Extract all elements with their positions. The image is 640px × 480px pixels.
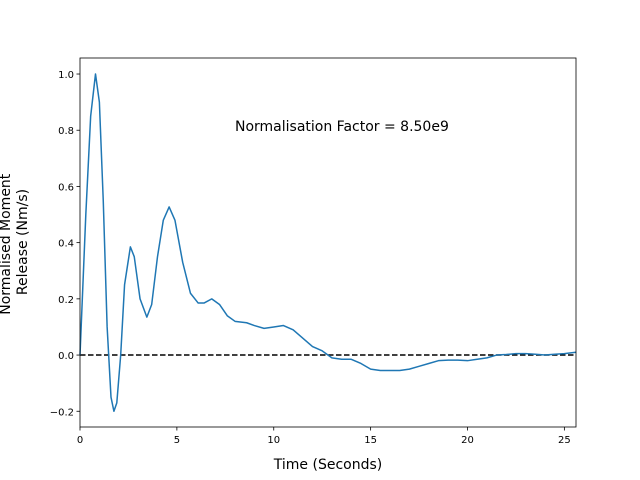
y-axis-label: Normalised Moment Release (Nm/s) <box>0 169 31 315</box>
y-axis-label-line: Normalised Moment <box>0 173 14 315</box>
y-axis-label-line: Release (Nm/s) <box>15 189 31 295</box>
plot-frame <box>79 57 577 428</box>
annotation: Normalisation Factor = 8.50e9 <box>235 119 449 135</box>
y-tick-label: 0.8 <box>58 126 74 137</box>
x-tick-label: 20 <box>461 435 474 446</box>
y-tick-label: 0.6 <box>58 182 74 193</box>
y-tick-label: 0.0 <box>58 351 74 362</box>
line-series <box>79 73 577 413</box>
x-tick-label: 10 <box>267 435 280 446</box>
x-axis-label: Time (Seconds) <box>273 457 382 473</box>
x-tick-label: 15 <box>364 435 377 446</box>
y-tick-label: 0.2 <box>58 295 74 306</box>
y-tick-label: −0.2 <box>50 407 74 418</box>
y-tick-label: 1.0 <box>58 70 74 81</box>
x-tick-label: 0 <box>77 435 83 446</box>
x-tick-label: 5 <box>174 435 180 446</box>
x-tick-label: 25 <box>558 435 571 446</box>
y-tick-label: 0.4 <box>58 239 74 250</box>
